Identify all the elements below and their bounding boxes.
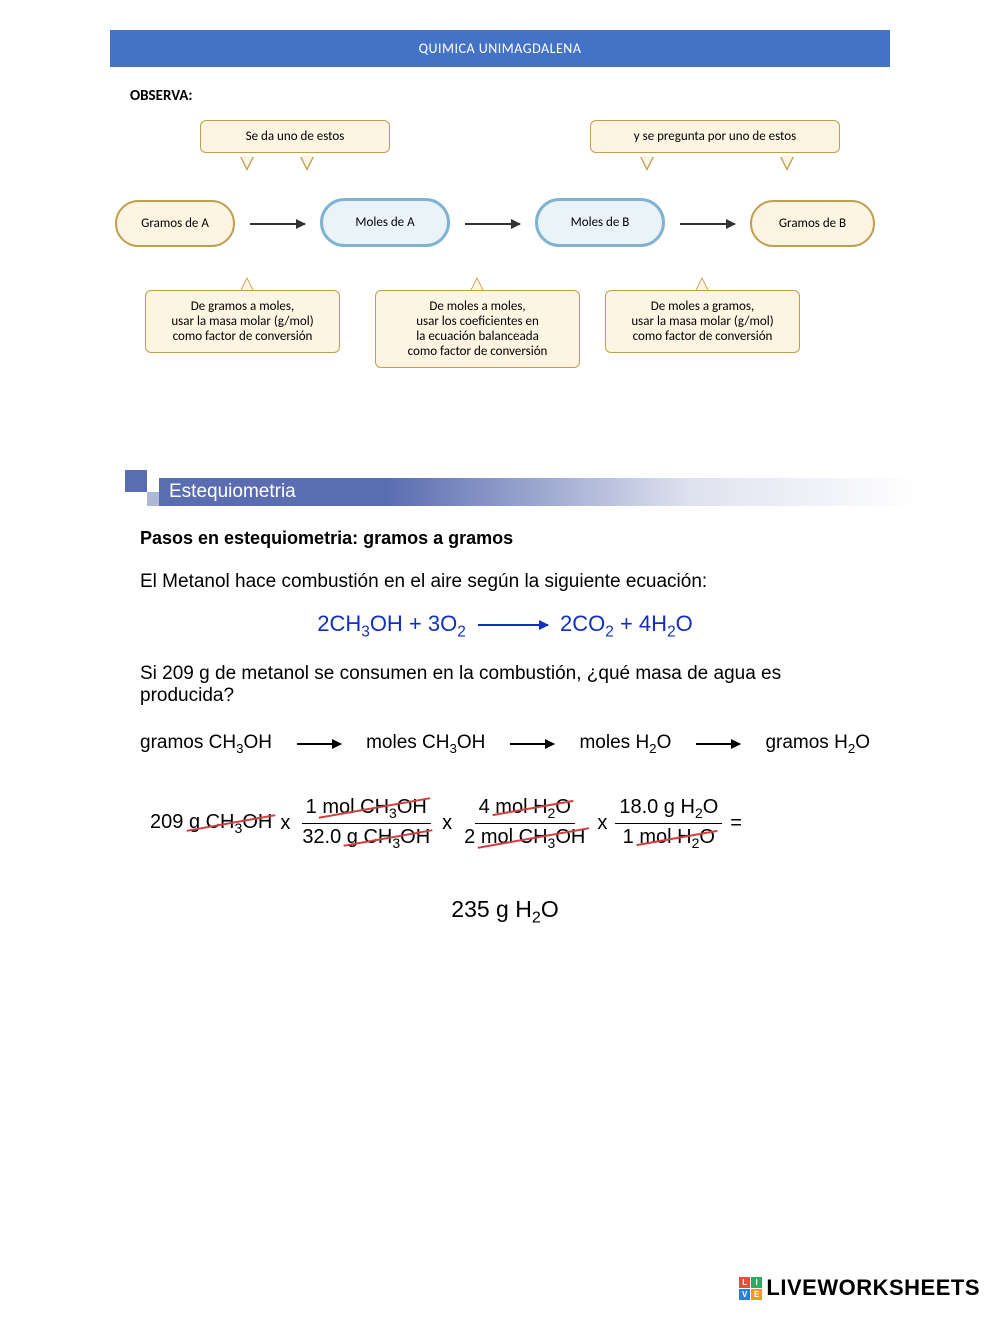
times: x: [442, 812, 452, 835]
callout-tail: [300, 157, 314, 171]
subheading: Pasos en estequiometria: gramos a gramos: [140, 528, 870, 549]
brand-text: LIVEWORKSHEETS: [766, 1275, 980, 1301]
observa-label: OBSERVA:: [130, 87, 1000, 105]
calc-start: 209 g CH3OH: [150, 811, 272, 836]
logo-cell: L: [739, 1277, 750, 1288]
path-arrow: [696, 743, 740, 745]
path-step: gramos H2O: [765, 732, 870, 756]
node-moles-b: Moles de B: [535, 198, 665, 247]
page-header: QUIMICA UNIMAGDALENA: [110, 30, 890, 67]
node-gramos-a: Gramos de A: [115, 200, 235, 247]
arrow: [465, 223, 520, 225]
banner-square-icon: [125, 470, 147, 492]
banner-title: Estequiometria: [159, 478, 919, 506]
result: 235 g H2O: [140, 896, 870, 928]
fraction-2: 4 mol H2O 2 mol CH3OH: [460, 796, 589, 851]
callout-top-left: Se da uno de estos: [200, 120, 390, 153]
content-area: Pasos en estequiometria: gramos a gramos…: [140, 528, 870, 928]
callout-bot-right: De moles a gramos, usar la masa molar (g…: [605, 290, 800, 353]
callout-bot-mid: De moles a moles, usar los coeficientes …: [375, 290, 580, 368]
logo-cell: E: [751, 1289, 762, 1300]
times: x: [597, 812, 607, 835]
callout-bot-left: De gramos a moles, usar la masa molar (g…: [145, 290, 340, 353]
path-arrow: [297, 743, 341, 745]
equals: =: [730, 812, 742, 835]
node-gramos-b: Gramos de B: [750, 200, 875, 247]
chemical-equation: 2CH3OH + 3O2 2CO2 + 4H2O: [140, 611, 870, 641]
conversion-path: gramos CH3OH moles CH3OH moles H2O gramo…: [140, 732, 870, 756]
callout-top-right: y se pregunta por uno de estos: [590, 120, 840, 153]
callout-tail: [780, 157, 794, 171]
question-text: Si 209 g de metanol se consumen en la co…: [140, 663, 870, 707]
path-arrow: [510, 743, 554, 745]
eqn-left: 2CH3OH + 3O2: [317, 611, 466, 636]
arrow: [680, 223, 735, 225]
callout-tail: [240, 277, 254, 291]
callout-tail: [240, 157, 254, 171]
intro-text: El Metanol hace combustión en el aire se…: [140, 571, 870, 593]
section-banner: Estequiometria: [125, 470, 1000, 510]
logo-cell: V: [739, 1289, 750, 1300]
path-step: gramos CH3OH: [140, 732, 272, 756]
callout-tail: [695, 277, 709, 291]
brand-logo-icon: L I V E: [739, 1277, 762, 1300]
callout-tail: [640, 157, 654, 171]
arrow: [250, 223, 305, 225]
dimensional-analysis: 209 g CH3OH x 1 mol CH3OH 32.0 g CH3OH x…: [150, 796, 870, 851]
fraction-1: 1 mol CH3OH 32.0 g CH3OH: [298, 796, 434, 851]
fraction-3: 18.0 g H2O 1 mol H2O: [615, 796, 722, 851]
path-step: moles CH3OH: [366, 732, 485, 756]
node-moles-a: Moles de A: [320, 198, 450, 247]
footer-brand: L I V E LIVEWORKSHEETS: [739, 1275, 980, 1301]
callout-tail: [470, 277, 484, 291]
path-step: moles H2O: [579, 732, 671, 756]
flow-diagram: Se da uno de estos y se pregunta por uno…: [100, 120, 900, 410]
logo-cell: I: [751, 1277, 762, 1288]
eqn-arrow: [478, 624, 548, 626]
times: x: [280, 812, 290, 835]
eqn-right: 2CO2 + 4H2O: [560, 611, 693, 636]
